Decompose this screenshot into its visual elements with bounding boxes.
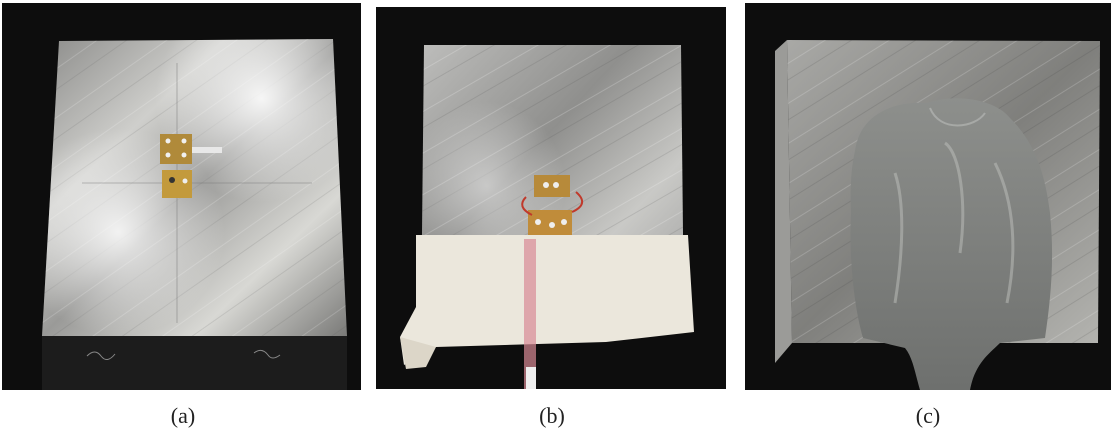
caption-c: (c) — [915, 403, 941, 428]
photo-c — [745, 3, 1111, 390]
caption-b: (b) — [539, 403, 565, 428]
photo-a — [2, 3, 361, 390]
strain-gauge-top — [160, 134, 192, 164]
photo-b — [376, 7, 726, 389]
masking-tape — [400, 235, 694, 365]
caption-a: (a) — [170, 403, 196, 428]
strain-gauge-top — [534, 175, 570, 197]
sealant-compound — [850, 98, 1053, 390]
red-cable — [524, 239, 536, 389]
strain-gauge-bottom — [162, 170, 192, 198]
